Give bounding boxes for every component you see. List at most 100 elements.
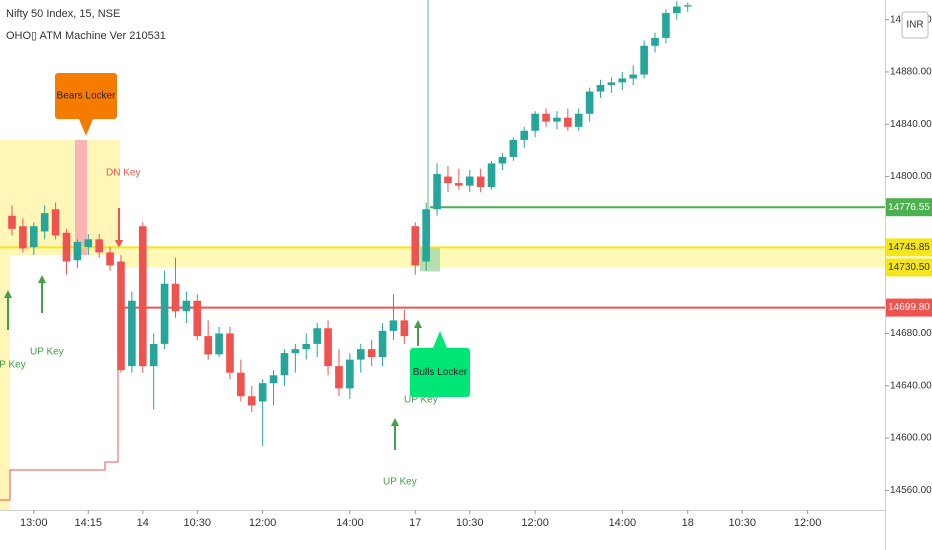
y-tick-label: 14840.00 [890,119,932,130]
level-band [120,247,885,268]
annotation-box [410,348,470,397]
y-tick-label: 14800.00 [890,171,932,182]
candle-body [444,176,452,184]
zone [0,255,10,510]
price-label: 14776.55 [888,202,930,213]
candle-body [204,336,212,355]
x-tick-label: 17 [409,517,421,529]
candle-body [117,261,125,371]
candle-body [215,333,223,355]
candle-body [531,113,539,131]
currency: INR [906,20,923,31]
candle-body [247,396,256,406]
price-label: 14730.50 [888,262,930,273]
x-tick-label: 13:00 [20,517,48,529]
candle-body [509,139,518,157]
candle-body [411,226,420,266]
indicator-line [0,300,119,501]
candle-body [564,117,572,127]
candle-body [673,6,681,14]
x-tick-label: 18 [682,517,694,529]
candle-body [651,37,659,46]
y-tick-label: 14560.00 [890,485,932,496]
annotation-pointer [433,331,447,348]
candle-body [520,130,529,140]
candle-body [51,209,60,236]
x-tick-label: 14:00 [609,517,637,529]
price-label: 14699.80 [888,302,930,313]
candle-body [356,349,365,360]
candle-body [106,252,114,266]
zone [0,140,120,255]
candle-body [40,213,49,232]
y-tick-label: 14880.00 [890,67,932,78]
chart-subtitle: OHO▯ ATM Machine Ver 210531 [6,30,166,42]
candle-body [324,328,332,367]
candle-body [465,176,474,186]
candle-body [498,156,507,164]
x-tick-label: 10:30 [728,517,756,529]
candle-body [335,366,343,389]
candle-body [585,91,594,114]
candle-body [607,82,616,85]
annotation-pointer [79,119,93,136]
candle-body [95,239,103,253]
candle-body [62,232,71,262]
price-label-bg [886,198,932,217]
annotation-label: Bulls Locker [413,367,468,378]
arrow [4,290,12,330]
candle-body [455,183,463,186]
candle-body [19,226,27,249]
candle-body [291,349,300,354]
candle-body [226,333,234,373]
candle-body [640,45,648,75]
price-label-bg [886,238,932,257]
y-tick-label: 14680.00 [890,328,932,339]
candle-body [553,117,561,122]
annotation-box [55,73,117,119]
annotation-label: UP Key [404,395,438,406]
x-tick-label: 14 [137,517,149,529]
annotation-label: UP Key [383,477,417,488]
arrow [414,320,422,346]
candle-body [422,209,430,262]
x-tick-label: 12:00 [794,517,822,529]
candle-body [378,330,387,357]
candle-body [280,353,289,376]
y-tick-label: 14600.00 [890,433,932,444]
y-tick-label: 14640.00 [890,380,932,391]
x-tick-label: 14:15 [75,517,103,529]
candle-body [618,78,627,83]
candle-body [662,13,670,38]
annotation-label: UP Key [0,360,26,371]
zone [75,140,87,255]
x-tick-label: 12:00 [521,517,549,529]
candle-body [596,85,605,92]
candle-body [367,349,376,357]
candle-body [8,215,16,229]
price-label: 14745.85 [888,242,930,253]
candle-body [84,239,93,248]
arrow [391,418,399,450]
decorations [0,0,885,510]
candle-body [193,300,202,337]
candle-body [138,226,147,367]
currency-box [901,11,929,39]
candle-body [313,328,321,344]
candle-body [400,320,409,337]
candle-body [160,283,169,344]
candle-body [542,113,550,122]
candle-body [302,343,311,350]
candle-body [346,359,354,389]
x-tick-label: 14:00 [336,517,364,529]
x-tick-label: 10:30 [456,517,484,529]
candle-body [433,173,441,210]
arrow [38,275,46,313]
candle-body [476,176,485,187]
candle-body [171,283,180,312]
x-tick-label: 10:30 [184,517,212,529]
price-label-bg [886,258,932,277]
candle-body [237,372,245,397]
candle-body [574,113,583,127]
annotation-label: Bears Locker [57,91,117,102]
